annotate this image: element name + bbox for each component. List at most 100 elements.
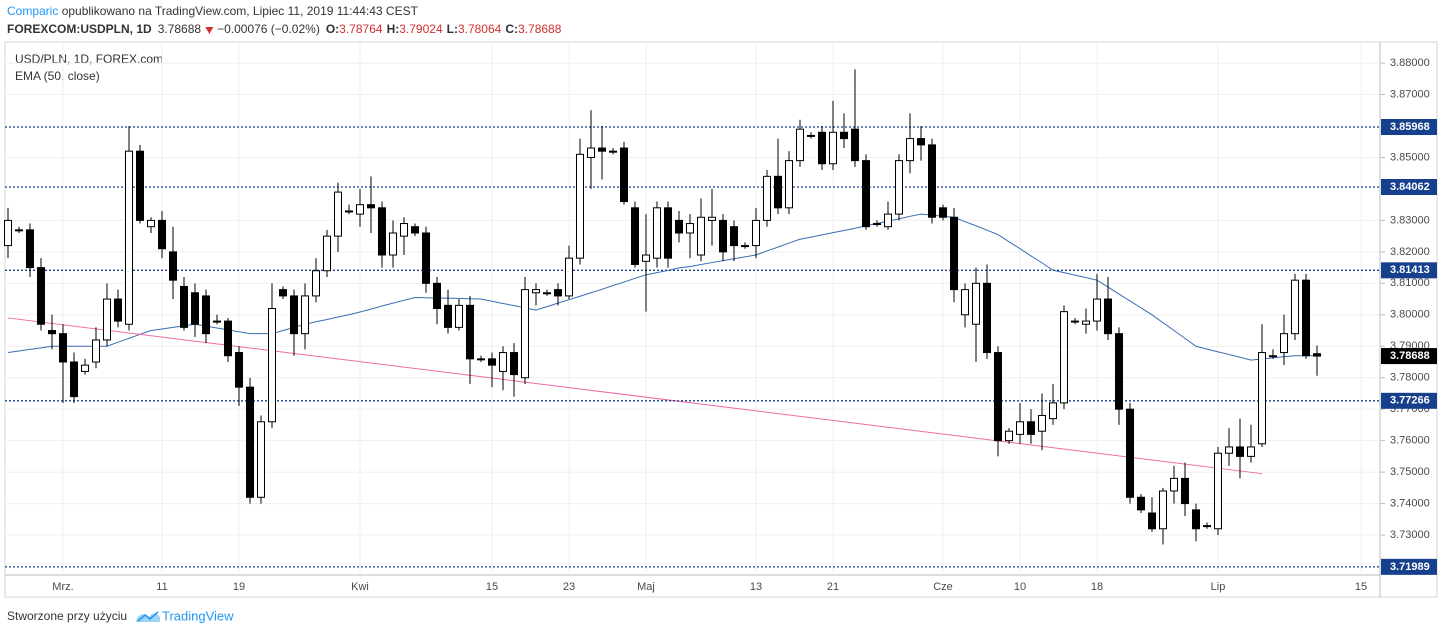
candle-body: [972, 282, 980, 325]
y-tick-label: 3.85000: [1390, 151, 1430, 163]
candle-body: [1137, 496, 1145, 511]
author: Comparic: [7, 4, 58, 18]
candle-body: [994, 352, 1002, 442]
y-tick-label: 3.80000: [1390, 309, 1430, 321]
y-tick-label: 3.81000: [1390, 277, 1430, 289]
candle-body: [202, 295, 210, 335]
candle-body: [1313, 353, 1321, 357]
candle-body: [279, 289, 287, 297]
candle-body: [345, 210, 353, 213]
candle-body: [411, 226, 419, 234]
candle-body: [807, 134, 815, 137]
candle-body: [235, 352, 243, 388]
candle-body: [609, 150, 617, 153]
x-tick-label: Cze: [933, 581, 953, 593]
x-tick-label: Kwi: [351, 581, 369, 593]
x-tick-label: 19: [233, 581, 245, 593]
candle-body: [323, 235, 331, 272]
candle-body: [147, 219, 155, 228]
level-label: 3.77266: [1390, 395, 1430, 407]
candle-body: [675, 219, 683, 234]
candle-body: [455, 304, 463, 328]
candle-body: [631, 207, 639, 265]
candle-body: [708, 216, 716, 221]
candle-body: [1258, 352, 1266, 445]
candle-body: [477, 358, 485, 361]
candle-body: [653, 207, 661, 259]
x-tick-label: 10: [1014, 581, 1026, 593]
candle-body: [191, 292, 199, 325]
candle-body: [1192, 509, 1200, 530]
candle-body: [136, 150, 144, 221]
candle-body: [1247, 446, 1255, 457]
candle-body: [1027, 421, 1035, 435]
last-price: 3.78688: [158, 22, 202, 36]
candle-body: [620, 147, 628, 203]
symbol: FOREXCOM:USDPLN, 1D: [7, 22, 152, 36]
candle-body: [664, 207, 672, 259]
high-label: H:: [387, 22, 400, 36]
candle-body: [1104, 298, 1112, 335]
trendline: [7, 317, 1263, 475]
candle-body: [1126, 408, 1134, 498]
y-tick-label: 3.87000: [1390, 88, 1430, 100]
candle-body: [587, 147, 595, 158]
x-tick-label: 15: [486, 581, 498, 593]
chart-frame: [4, 41, 1438, 598]
candle-body: [1302, 279, 1310, 357]
candle-body: [378, 207, 386, 256]
candle-body: [114, 298, 122, 322]
candle-body: [356, 204, 364, 215]
y-tick-label: 3.76000: [1390, 435, 1430, 447]
candle-body: [741, 245, 749, 248]
candle-body: [1016, 421, 1024, 435]
candle-body: [928, 144, 936, 218]
candle-body: [1269, 355, 1277, 358]
candle-body: [301, 295, 309, 335]
down-arrow: [205, 27, 214, 34]
candle-body: [257, 421, 265, 498]
candle-body: [4, 219, 12, 247]
candle-body: [103, 298, 111, 341]
x-tick-label: 11: [156, 581, 167, 593]
published: opublikowano na TradingView.com, Lipiec …: [58, 4, 418, 18]
candle-body: [1049, 402, 1057, 420]
candle-body: [169, 251, 177, 281]
candle-body: [873, 223, 881, 226]
candle-body: [1159, 490, 1167, 530]
legend-ema: EMA (50, close): [15, 69, 100, 83]
candle-body: [939, 207, 947, 218]
price-label-box: [1381, 348, 1437, 365]
high-value: 3.79024: [399, 22, 443, 36]
candle-body: [730, 226, 738, 247]
candle-body: [59, 333, 67, 363]
logo-line: [137, 611, 159, 622]
candle-body: [1214, 452, 1222, 530]
close-label: C:: [505, 22, 518, 36]
candle-body: [290, 295, 298, 335]
level-label-box: [1381, 558, 1437, 575]
candle-body: [224, 320, 232, 357]
candle-body: [818, 131, 826, 165]
candle-body: [26, 229, 34, 269]
level-label-box: [1381, 119, 1437, 136]
candle-body: [92, 339, 100, 363]
y-tick-label: 3.83000: [1390, 214, 1430, 226]
candle-body: [884, 213, 892, 228]
y-tick-label: 3.88000: [1390, 57, 1430, 69]
candle-body: [48, 330, 56, 335]
candle-body: [1082, 320, 1090, 325]
candle-body: [268, 308, 276, 423]
candle-body: [312, 270, 320, 297]
level-label: 3.81413: [1390, 264, 1430, 276]
candle-body: [719, 219, 727, 253]
level-label-box: [1381, 178, 1437, 195]
open-value: 3.78764: [339, 22, 383, 36]
close-value: 3.78688: [518, 22, 562, 36]
candle-body: [895, 160, 903, 215]
candle-body: [246, 386, 254, 498]
candle-body: [862, 160, 870, 228]
candle-body: [917, 138, 925, 146]
x-tick-label: 23: [563, 581, 575, 593]
candle-body: [752, 219, 760, 247]
